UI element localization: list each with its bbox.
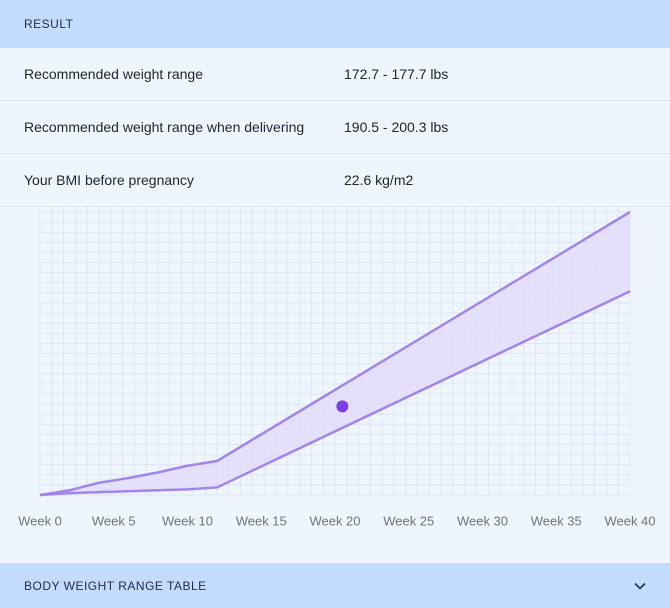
x-tick-label: Week 5: [92, 513, 136, 528]
result-rows: Recommended weight range 172.7 - 177.7 lb…: [0, 48, 670, 207]
x-tick-label: Week 20: [309, 513, 360, 528]
row-label: Your BMI before pregnancy: [24, 172, 194, 188]
chevron-icon: [634, 582, 646, 590]
range-line: [39, 210, 631, 497]
x-tick-label: Week 15: [236, 513, 287, 528]
row-value: 190.5 - 200.3 lbs: [344, 119, 449, 135]
footer-title: BODY WEIGHT RANGE TABLE: [24, 578, 207, 593]
x-tick-label: Week 10: [162, 513, 213, 528]
x-tick-label: Week 40: [604, 513, 655, 528]
current-point: [336, 400, 349, 413]
row-value: 22.6 kg/m2: [344, 172, 414, 188]
result-row: Your BMI before pregnancy 22.6 kg/m2: [0, 154, 670, 207]
x-tick-label: Week 0: [18, 513, 62, 528]
result-row: Recommended weight range when delivering…: [0, 101, 670, 154]
header-title: RESULT: [24, 17, 74, 31]
range-line: [39, 290, 631, 497]
x-tick-label: Week 25: [383, 513, 434, 528]
result-row: Recommended weight range 172.7 - 177.7 lb…: [0, 48, 670, 101]
footer-toggle[interactable]: BODY WEIGHT RANGE TABLE: [0, 563, 670, 608]
row-label: Recommended weight range when delivering: [24, 119, 305, 135]
x-tick-label: Week 30: [457, 513, 508, 528]
result-header: RESULT: [0, 0, 670, 48]
chart: Week 0 Week 5 Week 10 Week 15 Week 20 Week 25…: [18, 207, 656, 528]
row-label: Recommended weight range: [24, 66, 203, 82]
x-tick-label: Week 35: [531, 513, 582, 528]
row-value: 172.7 - 177.7 lbs: [344, 66, 449, 82]
